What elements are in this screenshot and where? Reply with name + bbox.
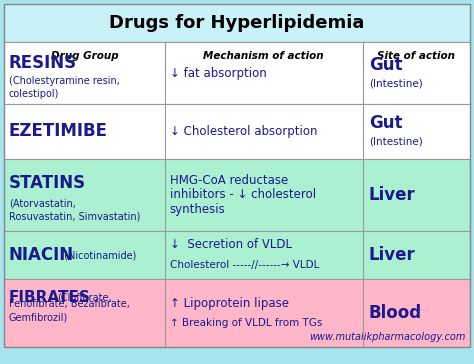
Text: FIBRATES: FIBRATES [9,289,91,305]
FancyBboxPatch shape [4,279,470,347]
FancyBboxPatch shape [4,42,470,70]
Text: HMG-CoA reductase
inhibitors - ↓ cholesterol
synthesis: HMG-CoA reductase inhibitors - ↓ cholest… [170,174,316,217]
FancyBboxPatch shape [4,4,470,42]
Text: www.mutalikpharmacology.com: www.mutalikpharmacology.com [310,332,466,342]
FancyBboxPatch shape [4,104,470,159]
FancyBboxPatch shape [4,42,470,104]
Text: (Nicotinamide): (Nicotinamide) [61,250,137,260]
Text: Cholesterol -----//------→ VLDL: Cholesterol -----//------→ VLDL [170,260,319,270]
FancyBboxPatch shape [4,159,470,231]
Text: STATINS: STATINS [9,174,86,193]
Text: Drugs for Hyperlipidemia: Drugs for Hyperlipidemia [109,14,365,32]
Text: Gut: Gut [369,115,402,132]
Text: (Atorvastatin,
Rosuvastatin, Simvastatin): (Atorvastatin, Rosuvastatin, Simvastatin… [9,199,140,222]
Text: ↑ Lipoprotein lipase: ↑ Lipoprotein lipase [170,297,289,309]
Text: ↓ Cholesterol absorption: ↓ Cholesterol absorption [170,125,317,138]
Text: ↓  Secretion of VLDL: ↓ Secretion of VLDL [170,238,292,252]
Text: ↑ Breaking of VLDL from TGs: ↑ Breaking of VLDL from TGs [170,318,322,328]
Text: (Cholestyramine resin,
colestipol): (Cholestyramine resin, colestipol) [9,76,120,99]
Text: Blood: Blood [369,304,422,322]
Text: Liver: Liver [369,246,416,264]
Text: Site of action: Site of action [377,51,456,61]
Text: (Clofibrate,: (Clofibrate, [57,292,111,302]
FancyBboxPatch shape [4,231,470,279]
Text: EZETIMIBE: EZETIMIBE [9,123,108,141]
Text: Gut: Gut [369,56,402,74]
Text: Drug Group: Drug Group [51,51,118,61]
Text: Fenofibrate, Bezafibrate,
Gemfibrozil): Fenofibrate, Bezafibrate, Gemfibrozil) [9,300,130,323]
Text: Mechanism of action: Mechanism of action [203,51,324,61]
Text: (Intestine): (Intestine) [369,78,422,88]
Text: Liver: Liver [369,186,416,204]
Text: (Intestine): (Intestine) [369,136,422,146]
Text: RESINS: RESINS [9,54,77,72]
Text: ↓ fat absorption: ↓ fat absorption [170,67,266,79]
Text: NIACIN: NIACIN [9,246,74,264]
